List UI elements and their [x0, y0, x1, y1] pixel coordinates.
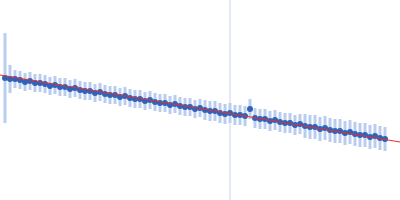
chart	[0, 0, 400, 200]
point	[127, 95, 133, 101]
fit-line	[0, 75, 400, 142]
point	[247, 106, 253, 112]
reference-line	[230, 0, 231, 200]
plot-area	[0, 0, 400, 200]
point	[217, 110, 223, 116]
point	[152, 99, 158, 105]
